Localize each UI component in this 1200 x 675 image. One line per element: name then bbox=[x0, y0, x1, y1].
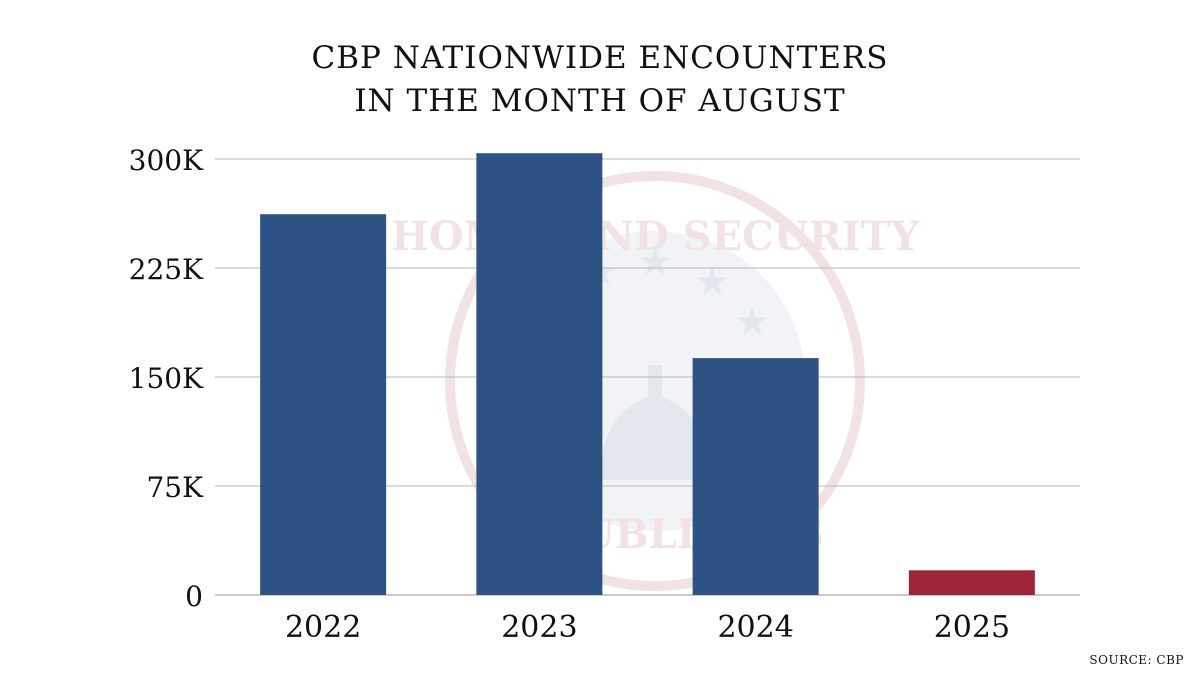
y-tick-label: 150K bbox=[129, 362, 204, 395]
watermark-star-icon: ★ bbox=[694, 259, 730, 305]
watermark-star-icon: ★ bbox=[734, 299, 770, 345]
bars bbox=[260, 153, 1035, 596]
x-tick-label: 2024 bbox=[717, 610, 793, 645]
x-tick-label: 2025 bbox=[934, 610, 1010, 645]
bar-2024 bbox=[692, 358, 819, 595]
x-tick-label: 2022 bbox=[285, 610, 361, 645]
x-tick-label: 2023 bbox=[501, 610, 577, 645]
x-axis-ticks: 2022 2023 2024 2025 bbox=[285, 610, 1010, 645]
bar-2023 bbox=[476, 153, 603, 596]
watermark-outer-ring bbox=[445, 171, 865, 591]
watermark-star-icon: ★ bbox=[637, 239, 673, 285]
watermark-seal: HOMELAND SECURITY REPUBLICANS ★ ★ ★ ★ bbox=[391, 171, 919, 591]
bar-2025 bbox=[908, 570, 1035, 595]
chart-title-line-2: IN THE MONTH OF AUGUST bbox=[354, 83, 846, 119]
y-tick-label: 0 bbox=[185, 580, 203, 613]
y-tick-label: 300K bbox=[129, 144, 204, 177]
y-tick-label: 225K bbox=[129, 253, 204, 286]
chart-title-line-1: CBP NATIONWIDE ENCOUNTERS bbox=[311, 40, 889, 76]
watermark-capitol-spire bbox=[648, 365, 662, 397]
y-axis-ticks: 0 75K 150K 225K 300K bbox=[129, 144, 204, 613]
watermark-capitol-icon bbox=[600, 395, 710, 480]
y-tick-label: 75K bbox=[146, 471, 204, 504]
source-note: SOURCE: CBP bbox=[1089, 653, 1184, 667]
bar-2022 bbox=[260, 214, 387, 595]
